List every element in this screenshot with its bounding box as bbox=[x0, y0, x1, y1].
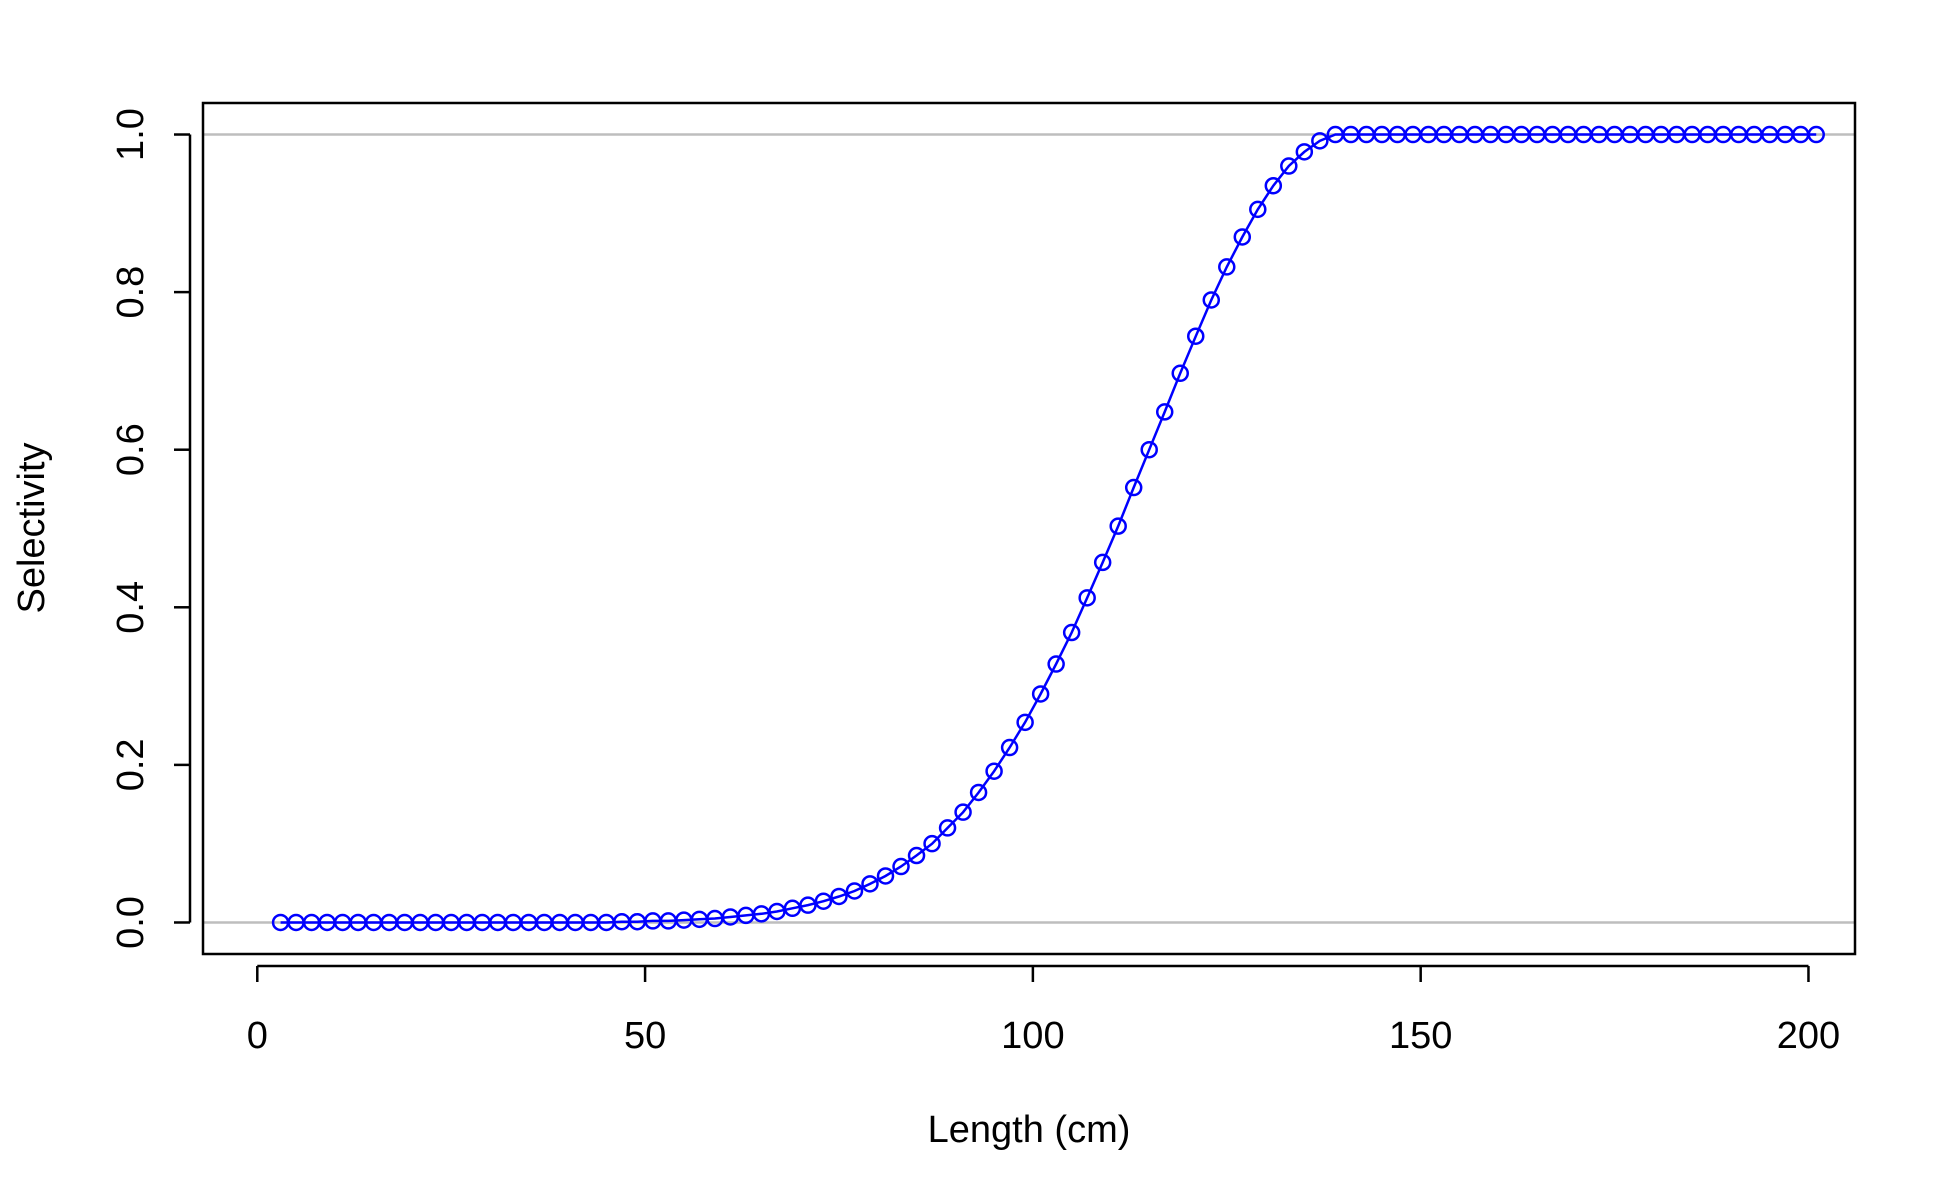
y-tick-label: 0.4 bbox=[110, 581, 152, 634]
data-point bbox=[1140, 440, 1158, 459]
data-point bbox=[1109, 517, 1127, 535]
data-point bbox=[938, 819, 957, 837]
data-point bbox=[907, 846, 926, 865]
x-tick-label: 200 bbox=[1777, 1015, 1840, 1057]
reference-lines bbox=[203, 133, 1855, 924]
data-point bbox=[1807, 125, 1825, 144]
series-line bbox=[280, 133, 1817, 924]
data-point bbox=[969, 783, 988, 802]
data-point bbox=[985, 762, 1003, 780]
series-points-group bbox=[271, 125, 1825, 932]
data-point bbox=[830, 887, 848, 906]
x-tick-label: 150 bbox=[1389, 1015, 1452, 1057]
data-point bbox=[1031, 685, 1050, 703]
data-point bbox=[1218, 258, 1236, 276]
data-point bbox=[1233, 228, 1252, 246]
data-point bbox=[1295, 143, 1314, 161]
data-point bbox=[1264, 176, 1283, 195]
x-tick-label: 50 bbox=[624, 1015, 666, 1057]
data-point bbox=[1155, 403, 1174, 421]
plot-frame bbox=[201, 101, 1857, 956]
data-point bbox=[1280, 157, 1298, 175]
data-point bbox=[1171, 364, 1189, 383]
x-tick-label: 100 bbox=[1001, 1015, 1064, 1057]
data-point bbox=[845, 882, 864, 900]
data-point bbox=[799, 896, 817, 914]
x-axis: 0 50 100 150 200 bbox=[247, 964, 1840, 1057]
data-point bbox=[1202, 291, 1221, 309]
data-point bbox=[1016, 713, 1034, 732]
y-tick-label: 0.6 bbox=[110, 423, 152, 476]
y-tick-label: 0.0 bbox=[110, 896, 152, 949]
data-point bbox=[1047, 655, 1065, 673]
data-point bbox=[861, 875, 879, 893]
y-axis: 0.0 0.2 0.4 0.6 0.8 1.0 bbox=[110, 108, 192, 949]
data-point bbox=[1249, 200, 1267, 219]
data-point bbox=[954, 803, 972, 821]
data-point bbox=[923, 834, 941, 853]
data-point bbox=[814, 892, 833, 910]
data-point bbox=[1093, 553, 1112, 572]
y-axis-title: Selectivity bbox=[11, 442, 53, 613]
y-tick-label: 0.2 bbox=[110, 738, 152, 791]
data-point bbox=[876, 867, 895, 885]
series-line-group bbox=[280, 133, 1817, 924]
data-point bbox=[1311, 132, 1329, 150]
data-point bbox=[1062, 623, 1081, 642]
y-tick-label: 0.8 bbox=[110, 266, 152, 319]
x-axis-title: Length (cm) bbox=[928, 1109, 1131, 1151]
data-point bbox=[892, 857, 910, 876]
data-point bbox=[1124, 478, 1143, 497]
x-tick-label: 0 bbox=[247, 1015, 268, 1057]
y-tick-label: 1.0 bbox=[110, 108, 152, 161]
data-point bbox=[1078, 589, 1096, 607]
data-point bbox=[1187, 327, 1205, 345]
data-point bbox=[1000, 738, 1019, 757]
